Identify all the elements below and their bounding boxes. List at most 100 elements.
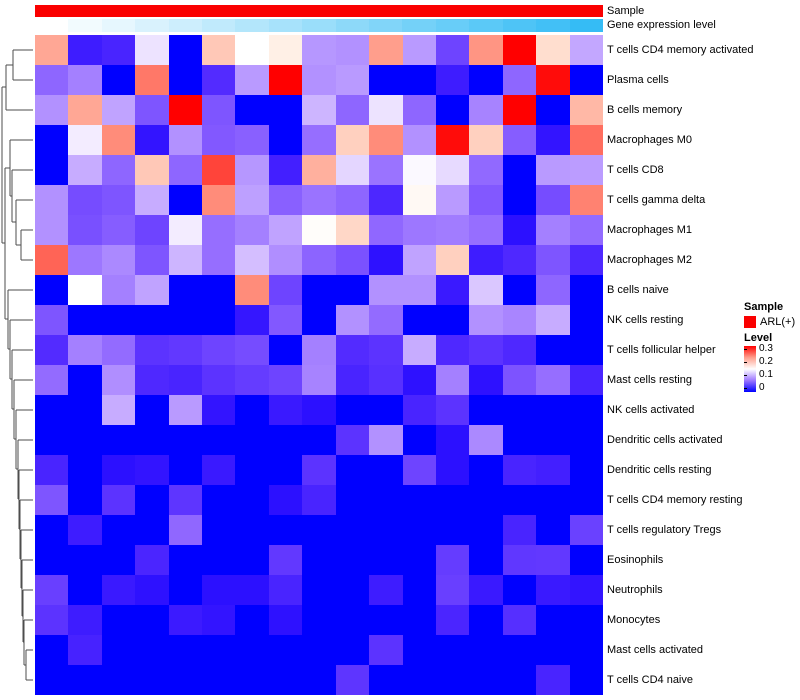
heatmap-cell — [268, 275, 303, 305]
heatmap-cell — [268, 335, 303, 365]
row-label: Mast cells activated — [607, 644, 703, 656]
heatmap-cell — [402, 305, 436, 335]
heatmap-cell — [101, 65, 136, 95]
sample-swatch-label: ARL(+) — [760, 316, 796, 328]
heatmap-cell — [435, 35, 470, 65]
heatmap-cell — [35, 605, 69, 635]
heatmap-grid — [35, 35, 603, 695]
heatmap-cell — [569, 665, 603, 695]
heatmap-cell — [268, 605, 303, 635]
heatmap-cell — [302, 95, 336, 125]
heatmap-cell — [335, 515, 370, 545]
heatmap-cell — [168, 425, 203, 455]
heatmap-cell — [435, 455, 470, 485]
heatmap-cell — [469, 545, 503, 575]
heatmap-cell — [135, 455, 169, 485]
heatmap-cell — [569, 545, 603, 575]
gene-expression-step — [536, 19, 570, 32]
level-tickmark — [744, 362, 747, 363]
heatmap-cell — [268, 95, 303, 125]
heatmap-cell — [235, 605, 269, 635]
heatmap-cell — [435, 635, 470, 665]
heatmap-cell — [569, 455, 603, 485]
heatmap-cell — [168, 65, 203, 95]
heatmap-cell — [135, 95, 169, 125]
heatmap-cell — [502, 575, 537, 605]
gene-expression-step — [402, 19, 436, 32]
heatmap-cell — [135, 575, 169, 605]
heatmap-cell — [35, 275, 69, 305]
heatmap-cell — [68, 575, 102, 605]
heatmap-cell — [402, 605, 436, 635]
heatmap-cell — [202, 185, 236, 215]
row-label: T cells CD8 — [607, 164, 664, 176]
row-label: Macrophages M0 — [607, 134, 692, 146]
heatmap-cell — [302, 395, 336, 425]
heatmap-cell — [68, 155, 102, 185]
heatmap-cell — [335, 635, 370, 665]
heatmap-cell — [268, 395, 303, 425]
sample-annotation-bar — [35, 5, 603, 17]
heatmap-cell — [202, 575, 236, 605]
heatmap-cell — [369, 245, 403, 275]
heatmap-cell — [335, 305, 370, 335]
heatmap-cell — [202, 335, 236, 365]
heatmap-cell — [402, 125, 436, 155]
legend-sample-title: Sample — [744, 301, 784, 313]
heatmap-cell — [68, 305, 102, 335]
row-label: Monocytes — [607, 614, 661, 626]
heatmap-cell — [268, 35, 303, 65]
heatmap-cell — [302, 125, 336, 155]
heatmap-cell — [402, 215, 436, 245]
heatmap-cell — [235, 305, 269, 335]
heatmap-cell — [335, 485, 370, 515]
row-label: T cells regulatory Tregs — [607, 524, 722, 536]
heatmap-cell — [536, 95, 570, 125]
level-tickmark — [744, 349, 747, 350]
heatmap-cell — [369, 545, 403, 575]
heatmap-cell — [135, 305, 169, 335]
heatmap-cell — [302, 485, 336, 515]
heatmap-cell — [168, 515, 203, 545]
heatmap-cell — [235, 425, 269, 455]
heatmap-cell — [569, 185, 603, 215]
heatmap-cell — [335, 365, 370, 395]
gene-expression-annotation-bar — [35, 19, 603, 32]
heatmap-cell — [135, 125, 169, 155]
legend-level-title: Level — [744, 332, 773, 344]
heatmap-cell — [335, 245, 370, 275]
heatmap-cell — [335, 395, 370, 425]
heatmap-cell — [369, 305, 403, 335]
heatmap-cell — [135, 185, 169, 215]
heatmap-cell — [235, 245, 269, 275]
heatmap-cell — [302, 65, 336, 95]
heatmap-cell — [268, 155, 303, 185]
heatmap-cell — [569, 395, 603, 425]
heatmap-cell — [202, 305, 236, 335]
heatmap-cell — [302, 155, 336, 185]
heatmap-cell — [569, 125, 603, 155]
heatmap-cell — [101, 185, 136, 215]
heatmap-cell — [369, 425, 403, 455]
heatmap-cell — [536, 665, 570, 695]
heatmap-cell — [35, 215, 69, 245]
level-ticklabel: 0.2 — [759, 356, 773, 367]
heatmap-cell — [402, 245, 436, 275]
heatmap-cell — [335, 545, 370, 575]
heatmap-cell — [202, 275, 236, 305]
heatmap-cell — [268, 245, 303, 275]
heatmap-cell — [35, 425, 69, 455]
heatmap-cell — [35, 245, 69, 275]
heatmap-cell — [502, 335, 537, 365]
row-label: T cells follicular helper — [607, 344, 716, 356]
heatmap-cell — [536, 125, 570, 155]
heatmap-cell — [202, 95, 236, 125]
heatmap-cell — [268, 455, 303, 485]
heatmap-cell — [168, 545, 203, 575]
heatmap-cell — [402, 335, 436, 365]
heatmap-cell — [502, 365, 537, 395]
heatmap-cell — [402, 365, 436, 395]
heatmap-cell — [68, 65, 102, 95]
row-label: NK cells resting — [607, 314, 684, 326]
level-tickmark — [744, 375, 747, 376]
